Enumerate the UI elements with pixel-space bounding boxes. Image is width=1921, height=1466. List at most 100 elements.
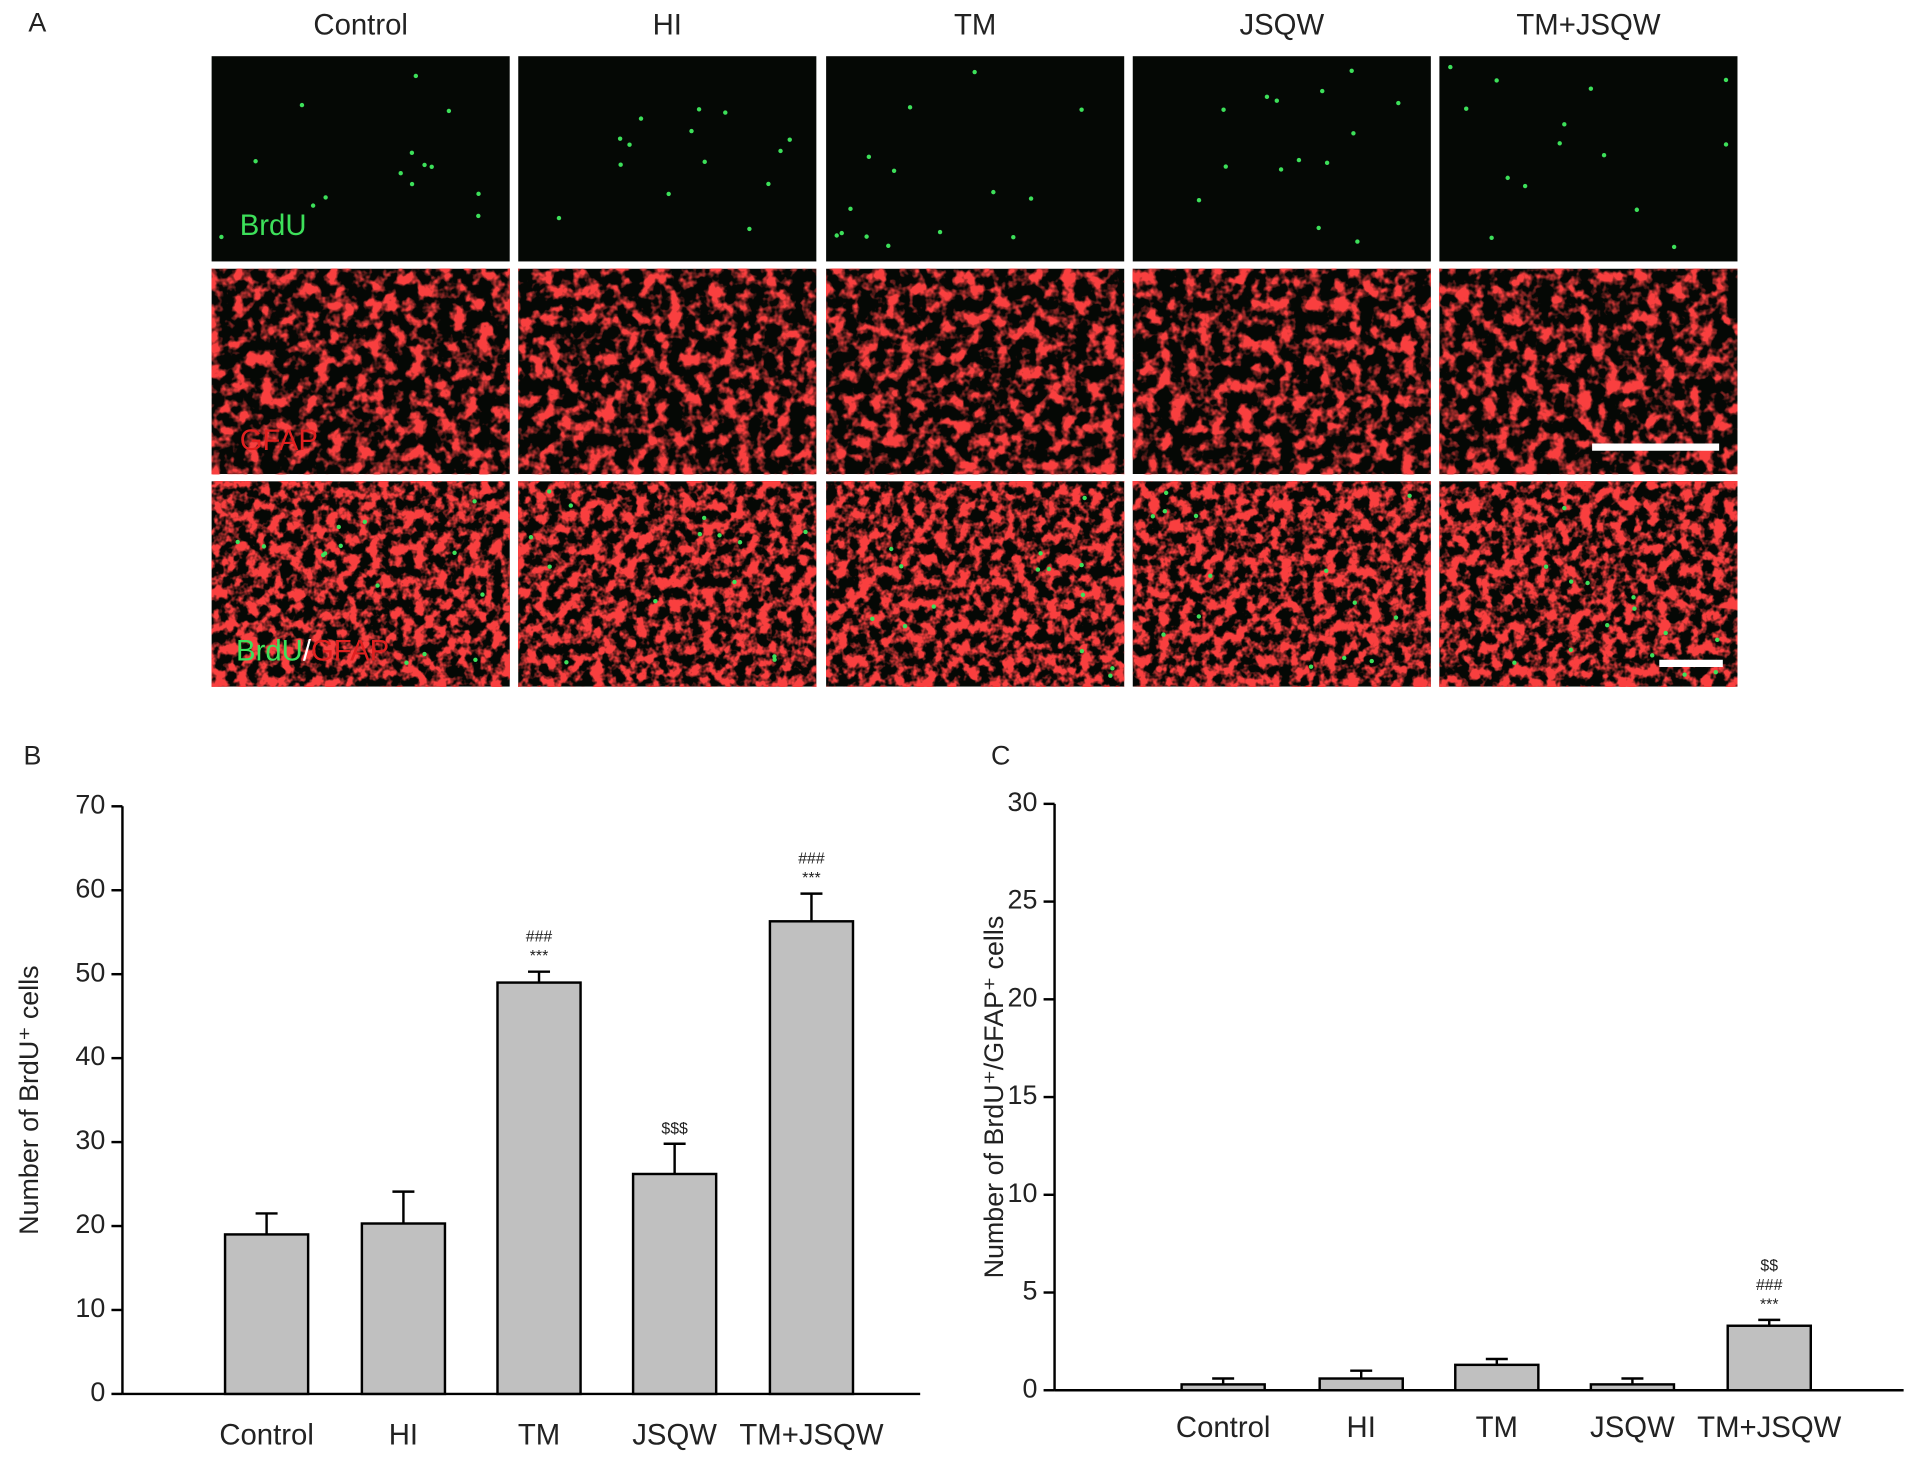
y-tick-label: 10 (1008, 1178, 1038, 1208)
brdu-dot (336, 524, 341, 530)
brdu-dot (362, 519, 367, 525)
significance-mark: *** (1760, 1296, 1779, 1313)
y-axis-label: Number of BrdU⁺ cells (14, 965, 44, 1234)
brdu-dot (886, 243, 891, 249)
x-tick-label: TM+JSQW (739, 1418, 883, 1451)
y-tick-label: 40 (75, 1041, 105, 1071)
brdu-dot (476, 191, 481, 197)
column-label: HI (653, 9, 682, 42)
brdu-dot (253, 159, 258, 164)
brdu-dot (1079, 562, 1084, 568)
brdu-dot (1543, 564, 1549, 569)
bar (1454, 1363, 1540, 1392)
brdu-dot (889, 546, 894, 552)
gfap-stain (1132, 268, 1431, 475)
micrograph-bg (826, 56, 1125, 262)
column-label: TM+JSQW (1516, 9, 1660, 42)
y-tick-label: 20 (1008, 982, 1038, 1012)
brdu-dot (1494, 78, 1499, 83)
brdu-dot (617, 136, 623, 141)
brdu-dot (452, 550, 457, 556)
brdu-dot (528, 535, 534, 540)
brdu-dot (627, 142, 632, 147)
brdu-dot (1585, 580, 1590, 586)
x-tick-label: Control (1176, 1411, 1271, 1444)
brdu-dot (1028, 196, 1034, 201)
brdu-dot (1161, 632, 1166, 637)
brdu-dot (1011, 235, 1016, 240)
brdu-dot (717, 533, 722, 538)
x-tick-label: HI (1347, 1411, 1376, 1444)
brdu-dot (732, 579, 737, 585)
brdu-dot (1568, 647, 1574, 653)
micrograph (211, 56, 510, 262)
x-tick-label: JSQW (632, 1418, 717, 1451)
brdu-dot (1601, 153, 1607, 158)
brdu-dot (772, 657, 777, 662)
x-tick-label: HI (389, 1418, 418, 1451)
x-tick-label: Control (219, 1418, 314, 1451)
brdu-dot (1650, 653, 1655, 658)
brdu-dot (1080, 592, 1086, 598)
micrograph (518, 56, 817, 262)
brdu-dot (1196, 614, 1202, 619)
bar (1318, 1377, 1404, 1392)
brdu-dot (429, 164, 434, 169)
brdu-dot (1324, 160, 1330, 166)
significance-mark: ### (1756, 1277, 1783, 1294)
bar (1180, 1383, 1266, 1392)
significance-mark: ### (798, 851, 825, 868)
brdu-dot (375, 583, 380, 588)
brdu-dot (701, 515, 707, 521)
brdu-dot (1568, 579, 1574, 584)
brdu-dot (1723, 142, 1729, 147)
significance-mark: *** (802, 870, 821, 887)
brdu-dot (1046, 566, 1052, 572)
brdu-dot (638, 116, 644, 121)
bar (1726, 1324, 1813, 1392)
brdu-dot (310, 203, 316, 208)
micrograph (826, 268, 1125, 475)
brdu-dot (1631, 595, 1636, 600)
brdu-dot (1208, 573, 1213, 579)
brdu-dot (1682, 672, 1687, 677)
micrograph (826, 481, 1125, 687)
brdu-dot (476, 213, 481, 219)
y-tick-label: 15 (1008, 1080, 1038, 1110)
bar (360, 1222, 447, 1396)
brdu-dot (1351, 131, 1356, 136)
y-tick-label: 70 (75, 789, 105, 819)
brdu-dot (1274, 98, 1280, 103)
brdu-dot (666, 191, 671, 197)
brdu-dot (697, 531, 703, 537)
brdu-dot (870, 616, 875, 622)
significance-mark: *** (530, 948, 549, 965)
brdu-dot (1308, 664, 1314, 669)
brdu-dot (422, 651, 427, 657)
brdu-dot (338, 543, 343, 549)
y-tick-label: 25 (1008, 885, 1038, 915)
brdu-dot (398, 170, 403, 176)
brdu-dot (422, 162, 427, 168)
micrograph (1439, 56, 1738, 262)
y-tick-label: 10 (75, 1293, 105, 1323)
column-label: Control (313, 9, 407, 42)
row-label-part: / (303, 634, 312, 667)
brdu-dot (778, 148, 783, 154)
micrograph-bg (1132, 56, 1431, 262)
brdu-dot (1038, 551, 1043, 556)
brdu-dot (1278, 167, 1284, 172)
brdu-dot (1349, 68, 1354, 74)
panel-label: C (991, 741, 1010, 771)
brdu-dot (409, 150, 415, 156)
bar (768, 920, 855, 1396)
row-label-part: GFAP (311, 634, 389, 667)
brdu-dot (556, 215, 562, 221)
brdu-dot (1407, 493, 1412, 498)
y-tick-label: 50 (75, 957, 105, 987)
gfap-stain (826, 481, 1125, 687)
brdu-dot (547, 564, 552, 569)
y-axis-label: Number of BrdU⁺/GFAP⁺ cells (979, 916, 1009, 1279)
brdu-dot (472, 499, 477, 504)
